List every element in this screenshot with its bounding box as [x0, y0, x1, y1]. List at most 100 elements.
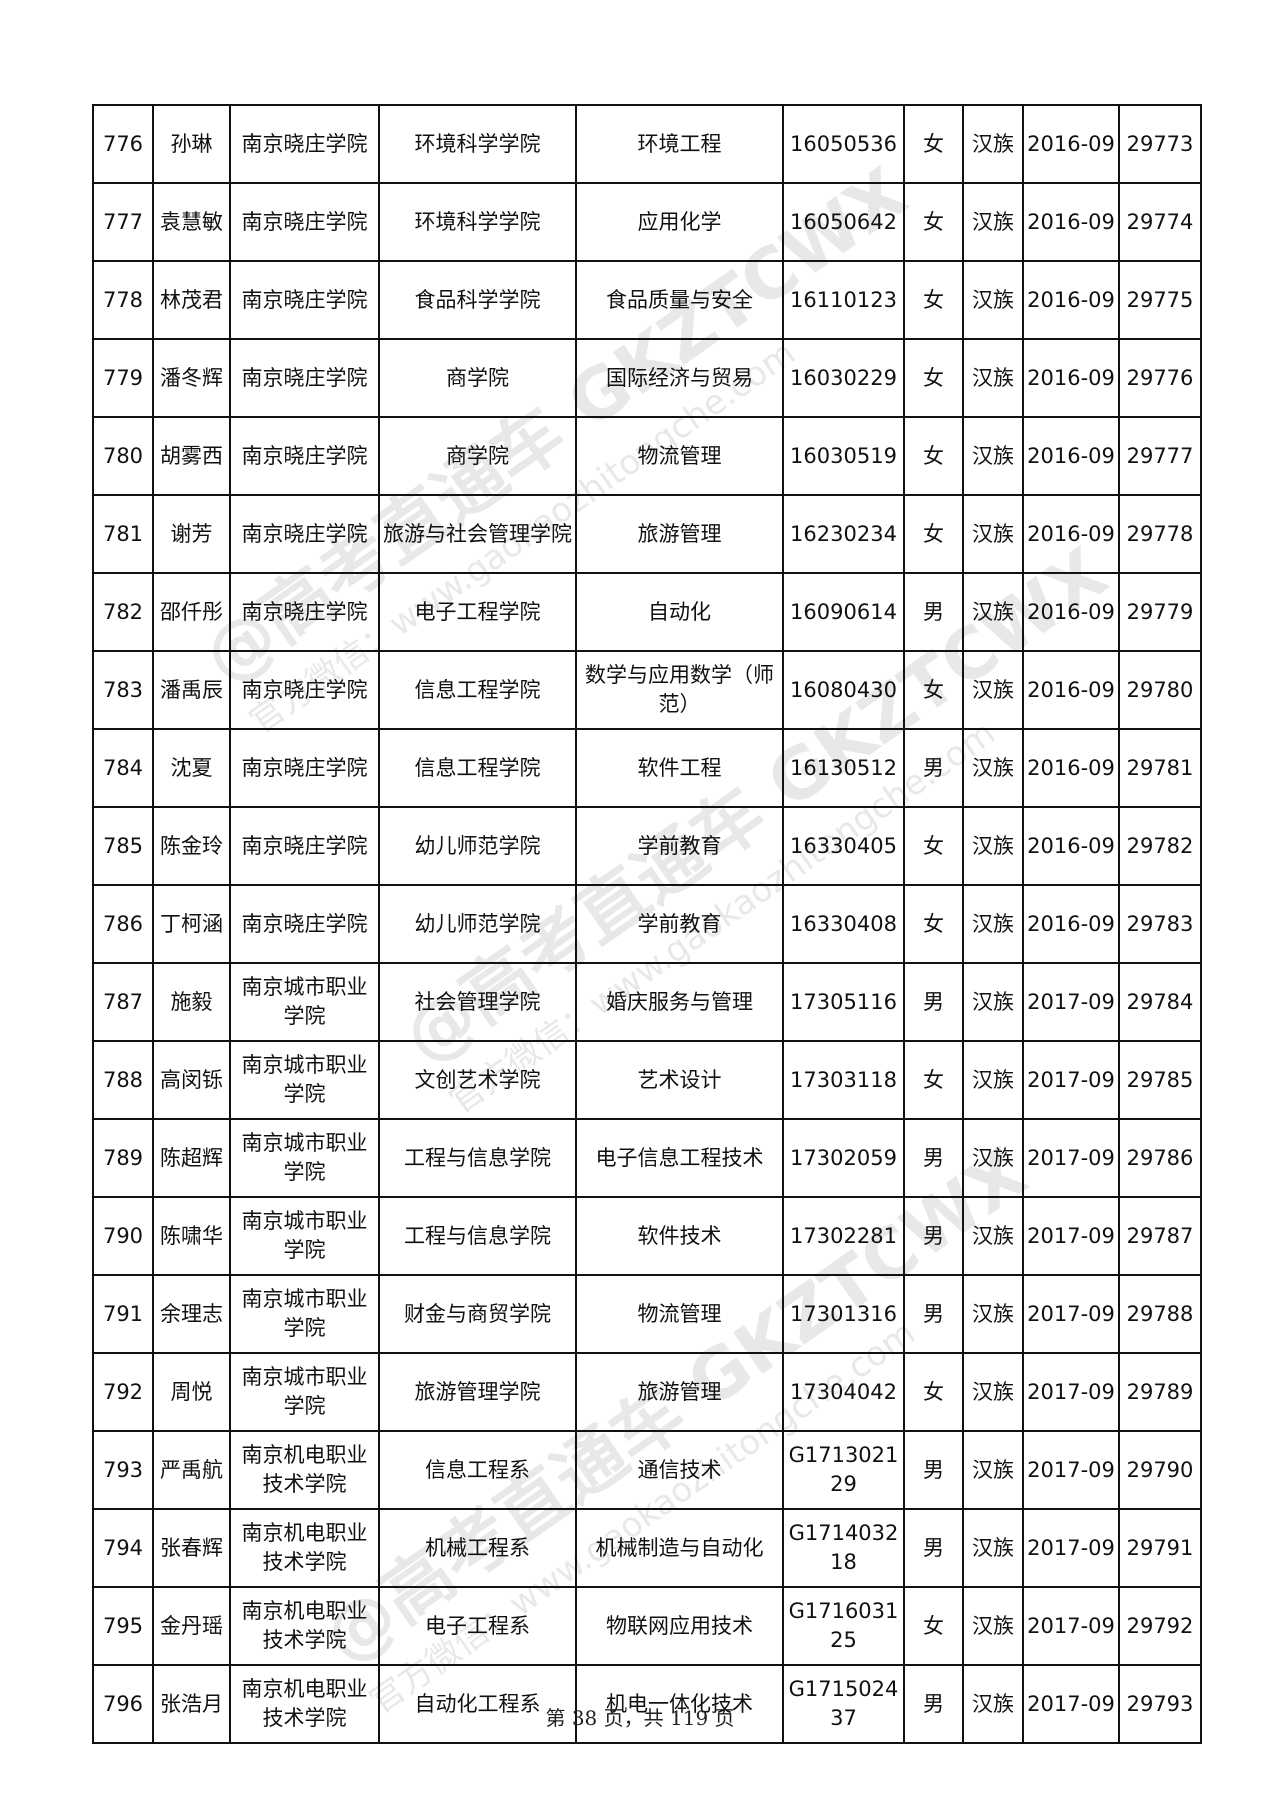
major-cell: 数学与应用数学（师范） [575, 650, 784, 730]
major-cell: 旅游管理 [575, 1352, 784, 1432]
major-cell: 机电一体化技术 [575, 1664, 784, 1744]
school-cell: 南京机电职业技术学院 [229, 1430, 380, 1510]
table-row: 794 张春辉 南京机电职业技术学院 机械工程系 机械制造与自动化 G171403218 男… [92, 1508, 1202, 1588]
row-number-cell: 777 [92, 182, 154, 262]
gender-cell: 女 [903, 104, 964, 184]
gender-cell: 女 [903, 260, 964, 340]
ethnicity-cell: 汉族 [962, 494, 1024, 574]
college-cell: 社会管理学院 [378, 962, 577, 1042]
gender-cell: 男 [903, 962, 964, 1042]
college-cell: 食品科学学院 [378, 260, 577, 340]
school-cell: 南京城市职业学院 [229, 1118, 380, 1198]
table-row: 777 袁慧敏 南京晓庄学院 环境科学学院 应用化学 16050642 女汉族 2016-09… [92, 182, 1202, 262]
name-cell: 林茂君 [152, 260, 231, 340]
table-row: 782 邵仟彤 南京晓庄学院 电子工程学院 自动化 16090614 男汉族 2016-09 2… [92, 572, 1202, 652]
student-id-cell: 16330408 [782, 884, 905, 964]
name-cell: 陈啸华 [152, 1196, 231, 1276]
school-cell: 南京晓庄学院 [229, 182, 380, 262]
major-cell: 食品质量与安全 [575, 260, 784, 340]
major-cell: 艺术设计 [575, 1040, 784, 1120]
ethnicity-cell: 汉族 [962, 962, 1024, 1042]
ethnicity-cell: 汉族 [962, 338, 1024, 418]
major-cell: 物联网应用技术 [575, 1586, 784, 1666]
serial-number-cell: 29781 [1118, 728, 1202, 808]
serial-number-cell: 29792 [1118, 1586, 1202, 1666]
serial-number-cell: 29791 [1118, 1508, 1202, 1588]
school-cell: 南京晓庄学院 [229, 260, 380, 340]
ethnicity-cell: 汉族 [962, 1586, 1024, 1666]
college-cell: 旅游管理学院 [378, 1352, 577, 1432]
major-cell: 物流管理 [575, 416, 784, 496]
enrollment-date-cell: 2017-09 [1022, 1040, 1120, 1120]
major-cell: 通信技术 [575, 1430, 784, 1510]
ethnicity-cell: 汉族 [962, 1664, 1024, 1744]
enrollment-date-cell: 2017-09 [1022, 1196, 1120, 1276]
gender-cell: 女 [903, 1586, 964, 1666]
serial-number-cell: 29786 [1118, 1118, 1202, 1198]
serial-number-cell: 29784 [1118, 962, 1202, 1042]
student-id-cell: 16030519 [782, 416, 905, 496]
table-row: 779 潘冬辉 南京晓庄学院 商学院 国际经济与贸易 16030229 女汉族 2016-09… [92, 338, 1202, 418]
college-cell: 幼儿师范学院 [378, 806, 577, 886]
row-number-cell: 794 [92, 1508, 154, 1588]
school-cell: 南京机电职业技术学院 [229, 1508, 380, 1588]
student-id-cell: 16050536 [782, 104, 905, 184]
student-id-cell: 17305116 [782, 962, 905, 1042]
enrollment-date-cell: 2017-09 [1022, 1118, 1120, 1198]
major-cell: 自动化 [575, 572, 784, 652]
major-cell: 软件工程 [575, 728, 784, 808]
college-cell: 电子工程系 [378, 1586, 577, 1666]
student-id-cell: G171403218 [782, 1508, 905, 1588]
student-id-cell: 17301316 [782, 1274, 905, 1354]
student-id-cell: G171302129 [782, 1430, 905, 1510]
table-row: 795 金丹瑶 南京机电职业技术学院 电子工程系 物联网应用技术 G171603125 女汉… [92, 1586, 1202, 1666]
school-cell: 南京城市职业学院 [229, 1352, 380, 1432]
gender-cell: 女 [903, 182, 964, 262]
college-cell: 信息工程学院 [378, 650, 577, 730]
name-cell: 张浩月 [152, 1664, 231, 1744]
student-id-cell: 16050642 [782, 182, 905, 262]
college-cell: 工程与信息学院 [378, 1196, 577, 1276]
serial-number-cell: 29782 [1118, 806, 1202, 886]
row-number-cell: 780 [92, 416, 154, 496]
gender-cell: 女 [903, 1352, 964, 1432]
enrollment-date-cell: 2017-09 [1022, 962, 1120, 1042]
ethnicity-cell: 汉族 [962, 728, 1024, 808]
name-cell: 潘冬辉 [152, 338, 231, 418]
name-cell: 沈夏 [152, 728, 231, 808]
college-cell: 环境科学学院 [378, 104, 577, 184]
school-cell: 南京城市职业学院 [229, 1196, 380, 1276]
major-cell: 学前教育 [575, 884, 784, 964]
serial-number-cell: 29775 [1118, 260, 1202, 340]
enrollment-date-cell: 2017-09 [1022, 1664, 1120, 1744]
college-cell: 环境科学学院 [378, 182, 577, 262]
college-cell: 自动化工程系 [378, 1664, 577, 1744]
school-cell: 南京城市职业学院 [229, 1040, 380, 1120]
enrollment-date-cell: 2017-09 [1022, 1586, 1120, 1666]
ethnicity-cell: 汉族 [962, 884, 1024, 964]
college-cell: 文创艺术学院 [378, 1040, 577, 1120]
student-id-cell: 16130512 [782, 728, 905, 808]
serial-number-cell: 29785 [1118, 1040, 1202, 1120]
student-id-cell: 16330405 [782, 806, 905, 886]
ethnicity-cell: 汉族 [962, 650, 1024, 730]
ethnicity-cell: 汉族 [962, 1196, 1024, 1276]
student-id-cell: 16090614 [782, 572, 905, 652]
gender-cell: 男 [903, 1196, 964, 1276]
gender-cell: 女 [903, 416, 964, 496]
gender-cell: 男 [903, 728, 964, 808]
college-cell: 电子工程学院 [378, 572, 577, 652]
table-row: 789 陈超辉 南京城市职业学院 工程与信息学院 电子信息工程技术 17302059 男汉族… [92, 1118, 1202, 1198]
table-row: 796 张浩月 南京机电职业技术学院 自动化工程系 机电一体化技术 G171502437 男… [92, 1664, 1202, 1744]
serial-number-cell: 29787 [1118, 1196, 1202, 1276]
name-cell: 陈金玲 [152, 806, 231, 886]
serial-number-cell: 29780 [1118, 650, 1202, 730]
row-number-cell: 788 [92, 1040, 154, 1120]
name-cell: 潘禹辰 [152, 650, 231, 730]
school-cell: 南京城市职业学院 [229, 1274, 380, 1354]
ethnicity-cell: 汉族 [962, 1118, 1024, 1198]
table-row: 785 陈金玲 南京晓庄学院 幼儿师范学院 学前教育 16330405 女汉族 2016-09… [92, 806, 1202, 886]
ethnicity-cell: 汉族 [962, 1430, 1024, 1510]
major-cell: 应用化学 [575, 182, 784, 262]
college-cell: 工程与信息学院 [378, 1118, 577, 1198]
